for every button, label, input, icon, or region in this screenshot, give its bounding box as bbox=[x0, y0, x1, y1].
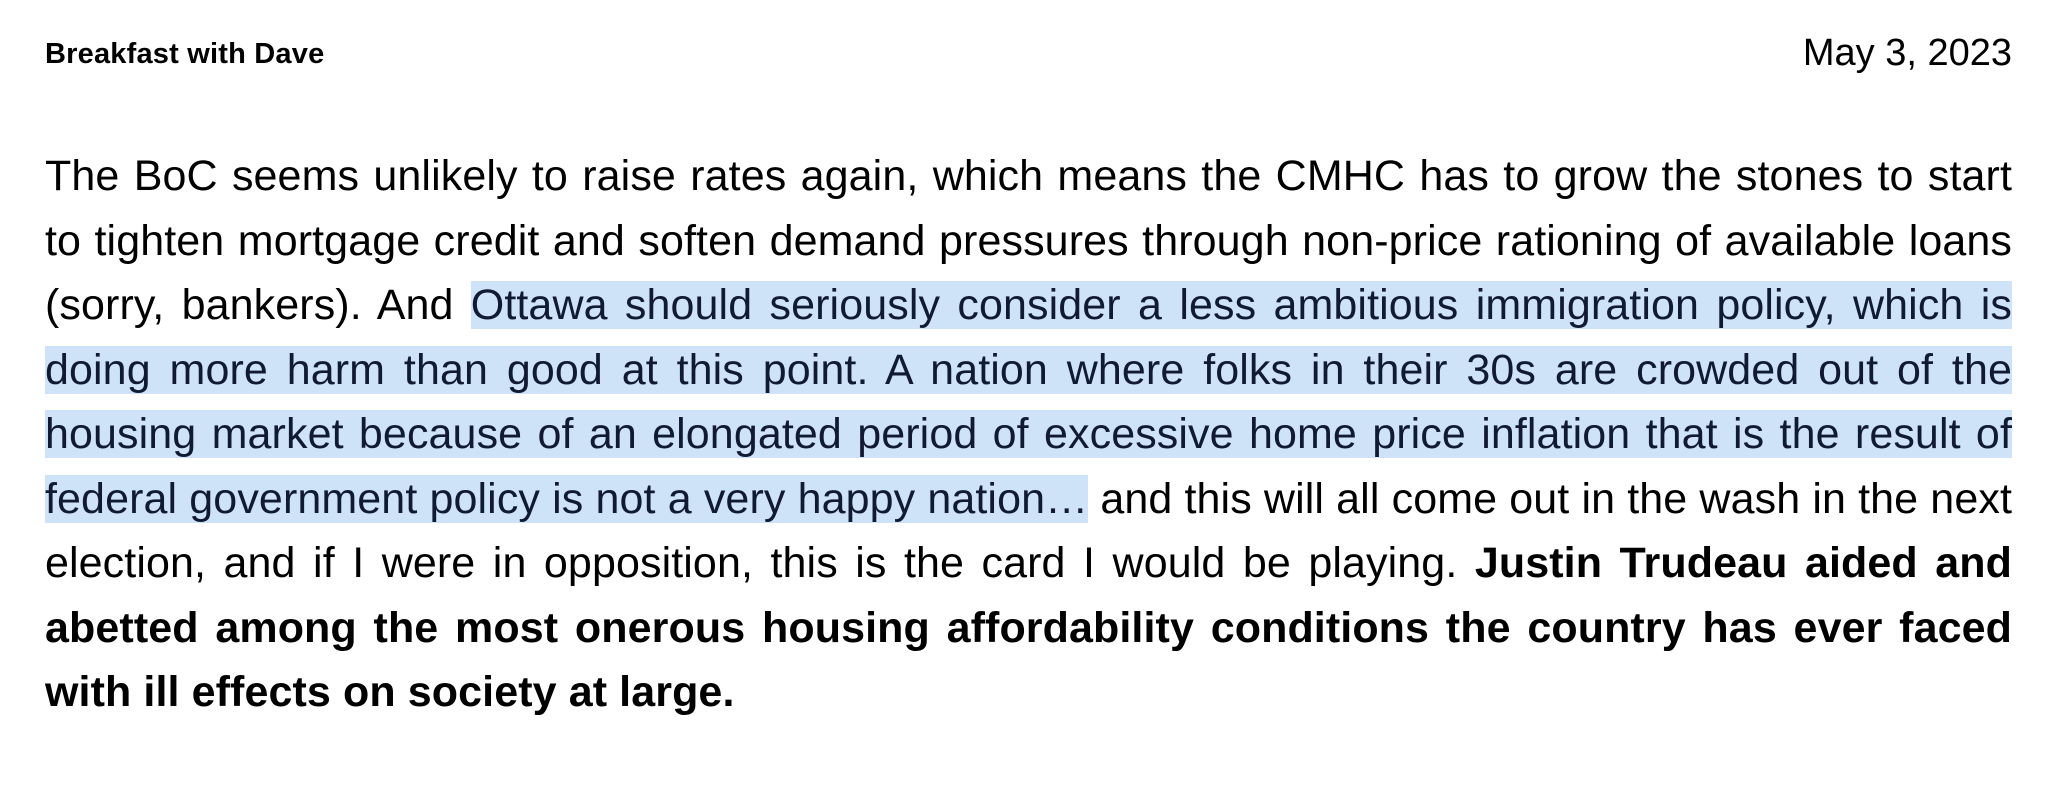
publication-date: May 3, 2023 bbox=[1802, 32, 2012, 74]
body-paragraph: The BoC seems unlikely to raise rates ag… bbox=[45, 144, 2012, 725]
document-header: Breakfast with Dave May 3, 2023 bbox=[45, 28, 2012, 78]
newsletter-title: Breakfast with Dave bbox=[45, 38, 325, 70]
paragraph-middle: and this will all come out in the wash i… bbox=[45, 474, 2012, 588]
bold-conclusion: Justin Trudeau aided and abetted among t… bbox=[45, 539, 2012, 716]
paragraph-intro: The BoC seems unlikely to raise rates ag… bbox=[45, 152, 2012, 329]
